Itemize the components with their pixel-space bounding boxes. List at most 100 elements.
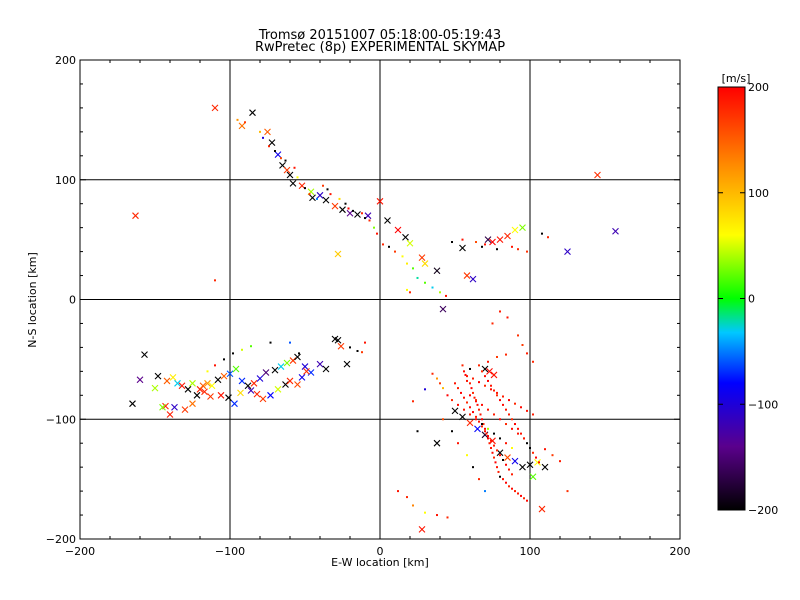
data-point-dot — [388, 245, 390, 248]
data-point-dot — [274, 150, 276, 153]
data-point-dot — [250, 345, 252, 348]
data-point-dot — [406, 288, 408, 291]
colorbar-tick-label: 0 — [748, 293, 755, 306]
data-point-dot — [538, 461, 540, 464]
data-point-cross — [237, 389, 244, 397]
data-point-cross — [298, 373, 306, 381]
data-point-cross — [159, 403, 166, 411]
data-point-dot — [511, 473, 513, 476]
data-point-dot — [475, 415, 477, 418]
data-point-dot — [487, 379, 489, 382]
data-point-dot — [541, 232, 543, 235]
data-point-dot — [499, 310, 501, 313]
chart-title: Tromsø 20151007 05:18:00-05:19:43 — [258, 28, 501, 43]
data-point-dot — [493, 413, 495, 416]
data-point-dot — [491, 322, 494, 325]
data-point-dot — [514, 402, 516, 405]
data-point-cross — [541, 463, 549, 471]
data-point-cross — [151, 384, 159, 392]
data-point-dot — [493, 456, 495, 459]
data-point-dot — [457, 387, 459, 390]
data-point-cross — [538, 505, 546, 513]
data-point-cross — [433, 267, 441, 275]
data-point-cross — [402, 233, 409, 241]
data-point-dot — [526, 352, 528, 355]
data-point-cross — [199, 382, 207, 390]
data-point-dot — [532, 360, 534, 363]
data-point-cross — [301, 363, 309, 370]
data-point-cross — [486, 367, 493, 375]
x-tick-label: −100 — [215, 545, 245, 558]
data-point-dot — [479, 413, 482, 416]
data-point-dot — [493, 389, 495, 392]
y-tick-label: 200 — [55, 54, 76, 67]
data-point-cross — [490, 371, 498, 379]
data-point-dot — [496, 248, 498, 251]
y-tick-label: 100 — [55, 174, 76, 187]
data-point-cross — [421, 260, 429, 267]
data-point-dot — [469, 406, 471, 409]
data-point-cross — [418, 526, 426, 533]
data-point-dot — [481, 403, 483, 406]
data-point-dot — [475, 400, 477, 403]
data-point-dot — [469, 394, 471, 397]
data-point-dot — [496, 355, 498, 358]
data-point-dot — [349, 346, 351, 349]
data-point-dot — [511, 418, 513, 421]
data-point-cross — [169, 373, 177, 381]
data-point-cross — [189, 400, 196, 408]
data-point-cross — [469, 275, 477, 283]
y-tick-label: 0 — [69, 294, 76, 307]
data-point-dot — [338, 197, 341, 200]
data-point-cross — [439, 305, 447, 313]
data-point-dot — [505, 423, 507, 426]
x-tick-label: −200 — [65, 545, 95, 558]
data-point-dot — [529, 446, 531, 449]
data-point-cross — [283, 359, 291, 367]
data-point-dot — [484, 375, 486, 378]
colorbar: [m/s] 200 100 0 −100 −200 — [717, 72, 778, 517]
data-point-dot — [502, 395, 504, 398]
data-point-dot — [514, 490, 516, 493]
data-point-dot — [463, 396, 465, 399]
data-point-dot — [352, 209, 354, 212]
data-point-dot — [259, 130, 261, 133]
data-point-cross — [250, 379, 258, 387]
data-point-dot — [412, 400, 414, 403]
data-point-dot — [304, 187, 306, 190]
data-point-dot — [214, 364, 216, 367]
data-point-cross — [238, 122, 246, 130]
data-point-dot — [445, 294, 447, 297]
data-point-dot — [514, 423, 516, 426]
data-point-dot — [466, 375, 468, 378]
data-point-cross — [529, 473, 537, 481]
data-point-dot — [551, 454, 554, 457]
data-point-cross — [504, 454, 511, 461]
data-point-dot — [412, 267, 414, 270]
data-point-cross — [466, 419, 474, 427]
data-point-dot — [490, 439, 492, 442]
data-point-dot — [520, 406, 522, 409]
x-tick-label: 100 — [520, 545, 541, 558]
data-point-dot — [499, 418, 501, 421]
data-point-dot — [511, 487, 513, 490]
data-point-dot — [446, 394, 449, 397]
data-point-dot — [481, 245, 483, 248]
data-point-cross — [504, 232, 511, 240]
data-point-dot — [493, 444, 495, 447]
data-point-dot — [472, 411, 474, 414]
data-point-dot — [508, 485, 510, 488]
data-point-dot — [475, 241, 477, 244]
data-point-cross — [141, 351, 148, 358]
data-point-cross — [207, 393, 214, 400]
data-point-dot — [344, 202, 347, 205]
data-point-dot — [496, 391, 498, 394]
data-point-cross — [154, 372, 162, 380]
data-point-cross — [519, 463, 526, 471]
data-point-dot — [322, 184, 324, 187]
data-point-cross — [433, 439, 441, 447]
data-point-dot — [532, 451, 534, 454]
data-point-cross — [267, 391, 274, 399]
data-point-dot — [463, 370, 465, 373]
colorbar-unit-label: [m/s] — [722, 72, 751, 85]
